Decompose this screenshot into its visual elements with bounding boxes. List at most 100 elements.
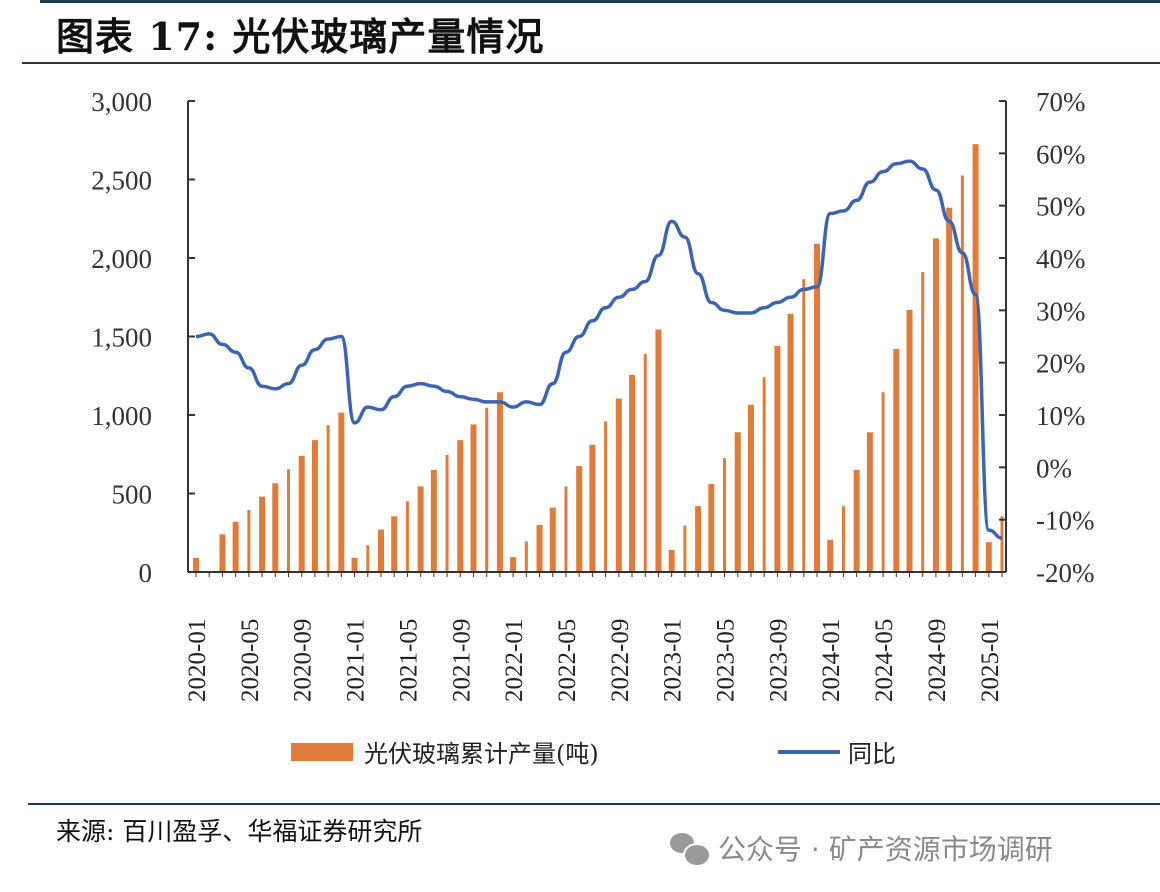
bar-2020-05 — [247, 509, 251, 572]
bar-2020-03 — [219, 534, 226, 572]
bar-2020-01 — [193, 557, 199, 572]
bar-2021-12 — [496, 392, 503, 572]
bar-2022-07 — [589, 444, 596, 572]
bar-2023-07 — [747, 404, 754, 572]
right-tick-label: 0% — [1036, 453, 1072, 483]
right-tick-label: 20% — [1036, 349, 1086, 379]
bar-2021-09 — [457, 440, 464, 572]
x-tick-label: 2021-05 — [395, 619, 422, 702]
x-tick-label: 2024-09 — [924, 619, 951, 702]
bar-2020-11 — [326, 425, 330, 572]
bar-2022-09 — [615, 398, 622, 572]
legend-bar-label: 光伏玻璃累计产量(吨) — [364, 740, 599, 768]
bar-2020-08 — [286, 469, 290, 572]
bar-2020-06 — [259, 496, 266, 572]
bar-2021-01 — [351, 557, 358, 572]
watermark: 公众号 · 矿产资源市场调研 — [670, 828, 1053, 868]
bar-2024-12 — [972, 144, 979, 573]
bar-2023-04 — [708, 484, 715, 572]
bar-2024-07 — [906, 309, 913, 572]
bar-2021-05 — [405, 501, 409, 572]
bar-2022-05 — [564, 486, 568, 572]
bar-2023-03 — [695, 506, 702, 572]
bar-2023-01 — [668, 550, 675, 572]
bar-2024-08 — [921, 272, 925, 572]
x-tick-label: 2022-09 — [607, 619, 634, 702]
bar-2023-10 — [787, 313, 794, 572]
bar-2022-12 — [655, 329, 662, 572]
watermark-text: 公众号 · 矿产资源市场调研 — [718, 833, 1053, 866]
bar-2020-10 — [311, 440, 318, 572]
bar-2020-04 — [232, 521, 239, 572]
bar-2024-06 — [893, 349, 900, 572]
right-tick-label: 30% — [1036, 296, 1086, 326]
right-tick-label: 50% — [1036, 192, 1086, 222]
bar-2021-03 — [377, 529, 384, 572]
yoy-line — [195, 159, 1003, 540]
bar-2024-03 — [853, 469, 860, 572]
right-tick-label: 10% — [1036, 401, 1086, 431]
x-tick-label: 2022-05 — [554, 619, 581, 702]
legend-bar-swatch — [291, 743, 353, 761]
bar-2023-08 — [762, 377, 766, 572]
bar-2022-03 — [536, 524, 543, 572]
left-tick-label: 2,000 — [91, 244, 152, 274]
bottom-rule — [28, 803, 1160, 805]
right-tick-label: 70% — [1036, 87, 1086, 117]
wechat-icon — [670, 831, 711, 867]
bar-2022-01 — [510, 557, 517, 572]
bar-2021-06 — [417, 486, 424, 572]
bar-2022-02 — [524, 541, 528, 572]
left-tick-label: 3,000 — [91, 87, 152, 117]
bar-2022-04 — [549, 507, 556, 572]
bar-2022-11 — [643, 353, 647, 572]
right-axis-ticks: -20% -10% 0% 10% 20% 30% 40% 50% 60% 70% — [999, 87, 1094, 588]
right-tick-label: -20% — [1036, 558, 1094, 588]
bar-2024-11 — [960, 175, 964, 572]
bar-2021-08 — [445, 455, 449, 572]
x-tick-label: 2020-05 — [237, 619, 264, 702]
x-tick-label: 2021-01 — [343, 619, 370, 702]
bar-2025-02 — [1000, 516, 1004, 572]
bar-2024-10 — [946, 207, 953, 572]
x-axis-ticks: 2020-01 2020-05 2020-09 2021-01 2021-05 2021-… — [184, 572, 1004, 702]
chart: 0 500 1,000 1,500 2,000 2,500 3,000 -20% -10% 0%… — [91, 87, 1094, 768]
x-tick-label: 2024-05 — [871, 619, 898, 702]
bar-2023-02 — [683, 525, 687, 572]
top-rule — [40, 0, 1160, 3]
bar-series — [193, 144, 1004, 573]
right-tick-label: 40% — [1036, 244, 1086, 274]
x-tick-label: 2020-01 — [184, 619, 211, 702]
bar-2022-06 — [576, 466, 583, 572]
bar-2023-05 — [723, 458, 727, 572]
x-tick-label: 2023-09 — [765, 619, 792, 702]
bar-2025-01 — [985, 542, 992, 572]
right-tick-label: 60% — [1036, 139, 1086, 169]
left-tick-label: 2,500 — [91, 166, 152, 196]
left-axis-ticks: 0 500 1,000 1,500 2,000 2,500 3,000 — [91, 87, 195, 588]
right-tick-label: -10% — [1036, 506, 1094, 536]
bar-2021-11 — [485, 407, 489, 572]
bar-2021-04 — [391, 516, 398, 572]
left-tick-label: 1,000 — [91, 401, 152, 431]
legend: 光伏玻璃累计产量(吨) 同比 — [291, 740, 896, 768]
source-note: 来源: 百川盈孚、华福证券研究所 — [56, 817, 423, 846]
x-tick-label: 2020-09 — [290, 619, 317, 702]
bar-2024-04 — [866, 432, 873, 572]
left-tick-label: 1,500 — [91, 323, 152, 353]
bar-2023-11 — [802, 279, 806, 572]
bar-2020-12 — [338, 412, 345, 572]
bar-2020-07 — [272, 483, 279, 572]
bar-2024-01 — [827, 539, 834, 572]
bar-2023-09 — [774, 345, 781, 572]
bar-2024-05 — [881, 392, 885, 572]
title-rule — [22, 62, 1160, 64]
legend-line-label: 同比 — [848, 740, 896, 768]
bar-2024-02 — [841, 506, 845, 572]
bar-2024-09 — [932, 238, 939, 572]
x-tick-label: 2022-01 — [501, 619, 528, 702]
x-tick-label: 2021-09 — [448, 619, 475, 702]
x-tick-label: 2024-01 — [818, 619, 845, 702]
bar-2021-07 — [430, 469, 437, 572]
x-tick-label: 2023-05 — [713, 619, 740, 702]
